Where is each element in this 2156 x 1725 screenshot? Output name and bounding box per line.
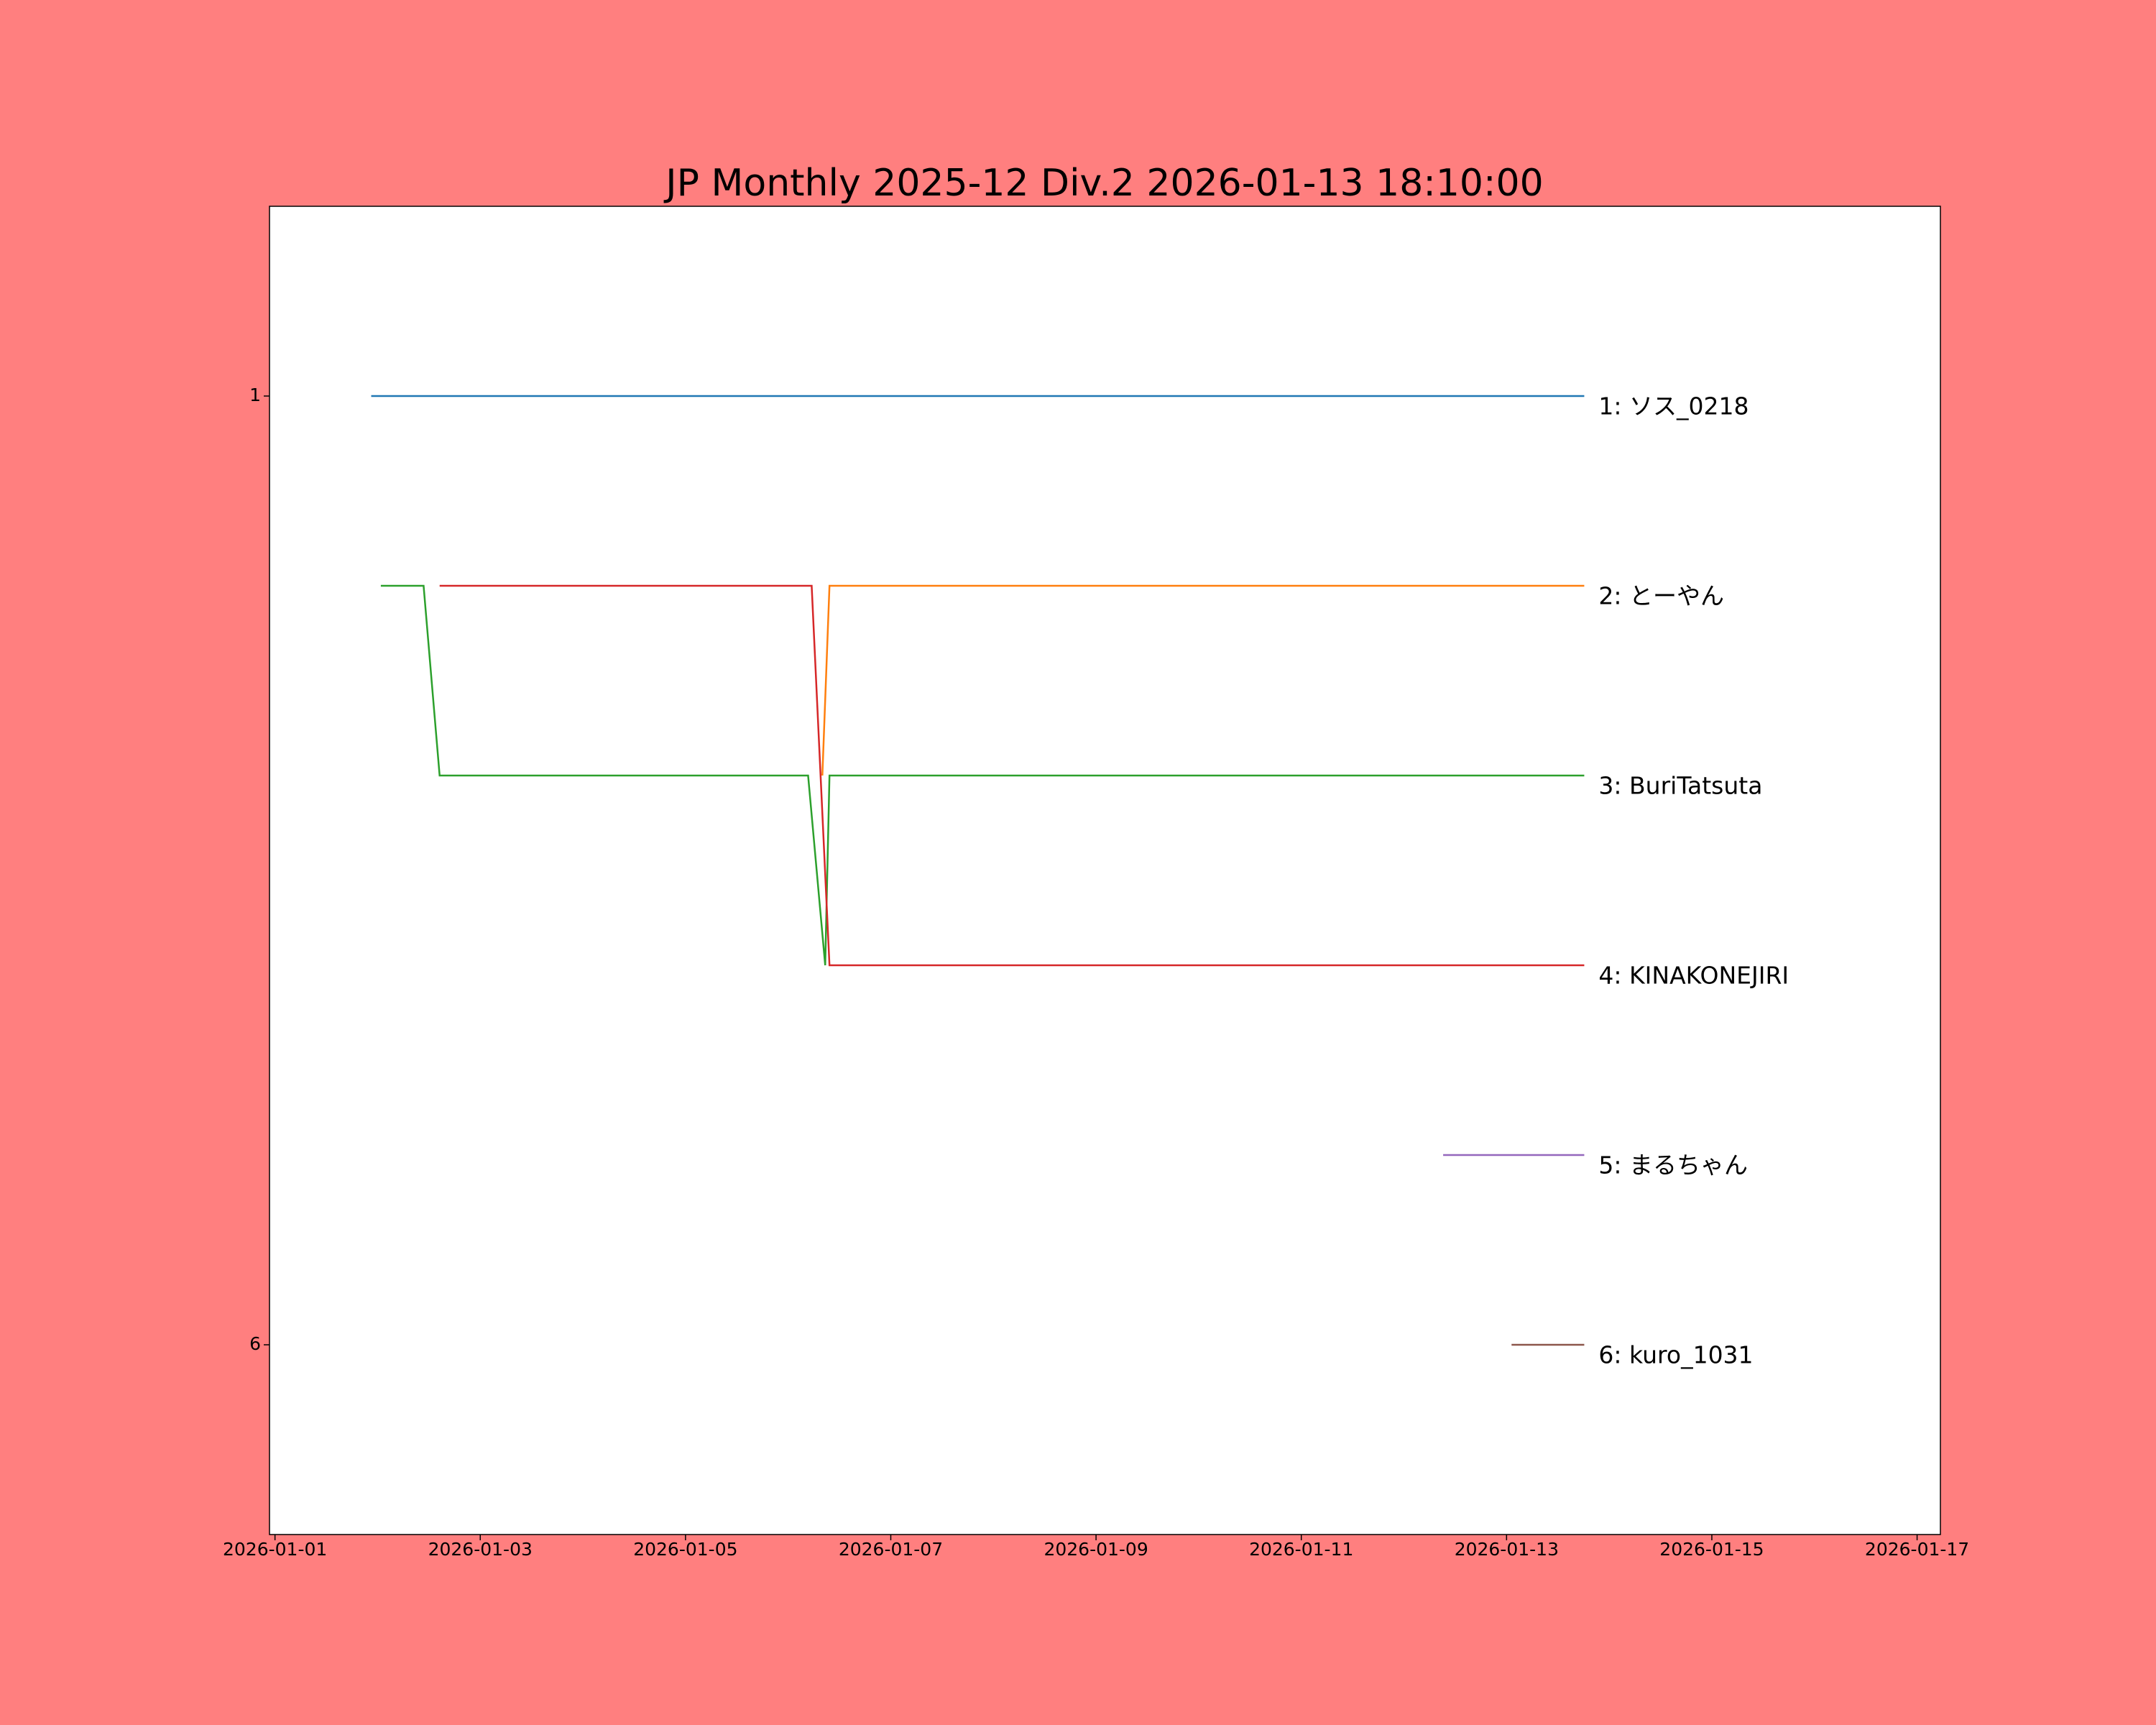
series-label: 6: kuro_1031 [1598, 1341, 1753, 1369]
x-tick-label: 2026-01-07 [839, 1539, 943, 1560]
x-tick-label: 2026-01-11 [1249, 1539, 1353, 1560]
x-tick-label: 2026-01-13 [1455, 1539, 1559, 1560]
series-line [821, 584, 1585, 776]
x-tick-label: 2026-01-05 [633, 1539, 737, 1560]
chart-title: JP Monthly 2025-12 Div.2 2026-01-13 18:1… [663, 162, 1543, 205]
series-label: 3: BuriTatsuta [1598, 772, 1762, 800]
x-tick-label: 2026-01-15 [1659, 1539, 1764, 1560]
y-tick-label: 1 [249, 385, 261, 405]
x-tick-label: 2026-01-01 [223, 1539, 327, 1560]
x-tick-label: 2026-01-17 [1865, 1539, 1969, 1560]
x-tick-label: 2026-01-03 [428, 1539, 533, 1560]
series-line [439, 584, 1585, 967]
series-label: 4: KINAKONEJIRI [1598, 962, 1789, 990]
y-tick-label: 6 [249, 1333, 261, 1354]
series-label: 1: ソス_0218 [1598, 392, 1749, 420]
series-line [380, 584, 1585, 966]
plot-area [269, 206, 1941, 1535]
x-tick-label: 2026-01-09 [1044, 1539, 1148, 1560]
series-label: 5: まるちゃん [1598, 1151, 1748, 1179]
series-label: 2: とーやん [1598, 582, 1724, 610]
